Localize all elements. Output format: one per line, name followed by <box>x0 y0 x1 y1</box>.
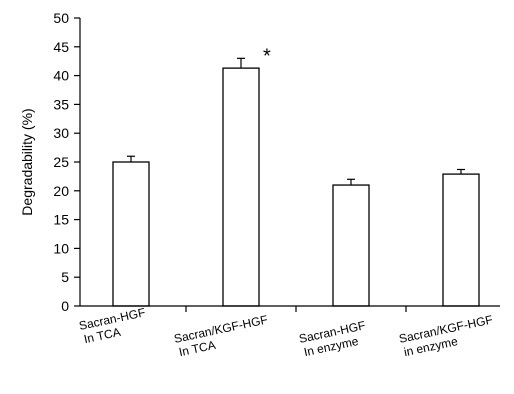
bar <box>222 67 260 307</box>
x-tick-label: Sacran/KGF-HGFin enzyme <box>398 312 497 359</box>
significance-marker: * <box>263 45 271 67</box>
y-tick-label: 30 <box>53 125 69 141</box>
y-axis: 0 5 10 15 20 25 30 35 40 45 50 <box>53 10 81 314</box>
y-tick-label: 40 <box>53 68 69 84</box>
bar <box>112 161 150 307</box>
y-tick-label: 10 <box>53 240 69 256</box>
bar <box>442 173 480 307</box>
y-axis-label: Degradability (%) <box>19 108 35 215</box>
bars: * <box>112 45 480 307</box>
x-tick-label: Sacran-HGFIn TCA <box>78 305 150 346</box>
x-tick-label: Sacran/KGF-HGFIn TCA <box>173 312 272 359</box>
y-tick-label: 20 <box>53 183 69 199</box>
y-tick-label: 35 <box>53 96 69 112</box>
x-axis: Sacran-HGFIn TCA Sacran/KGF-HGFIn TCA Sacr… <box>78 305 500 359</box>
y-tick-label: 45 <box>53 39 69 55</box>
y-tick-label: 25 <box>53 154 69 170</box>
y-tick-label: 15 <box>53 212 69 228</box>
x-tick-label: Sacran-HGFIn enzyme <box>298 318 370 359</box>
y-tick-label: 0 <box>61 298 69 314</box>
bar <box>332 184 370 307</box>
y-tick-label: 50 <box>53 10 69 26</box>
y-tick-label: 5 <box>61 269 69 285</box>
